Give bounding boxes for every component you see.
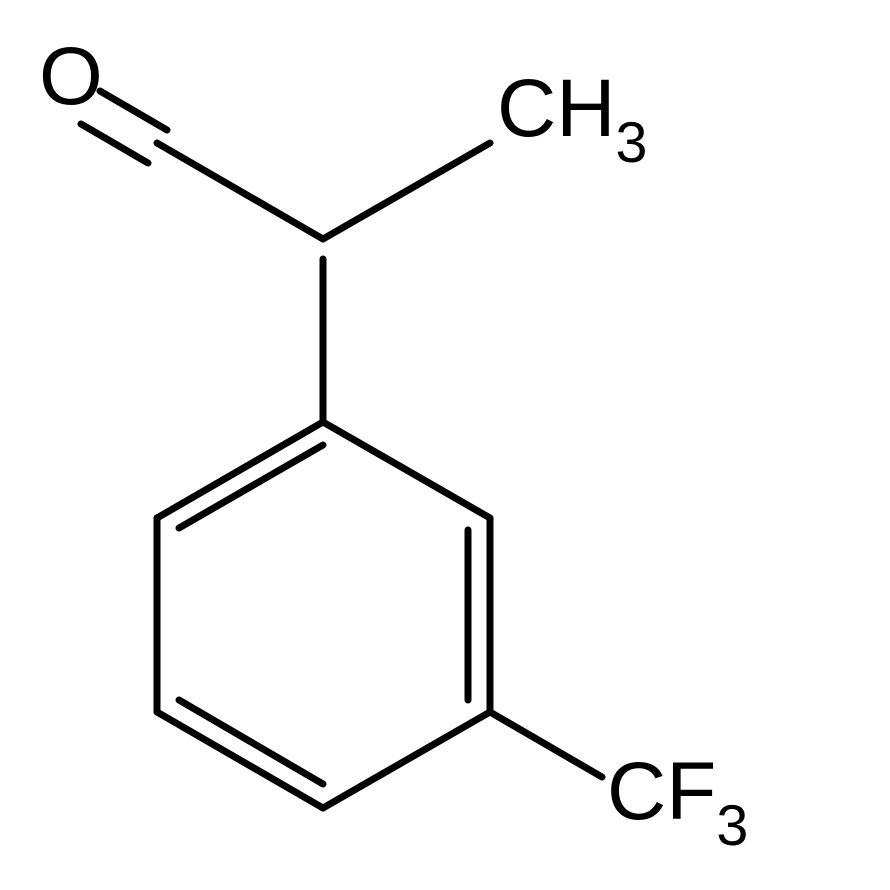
atom-label: CF3 [607,745,748,850]
bond-layer [0,0,890,890]
atom-label: O [39,30,103,124]
atom-label: CH3 [497,62,647,167]
chemical-structure-canvas: O CH3 CF3 [0,0,890,890]
